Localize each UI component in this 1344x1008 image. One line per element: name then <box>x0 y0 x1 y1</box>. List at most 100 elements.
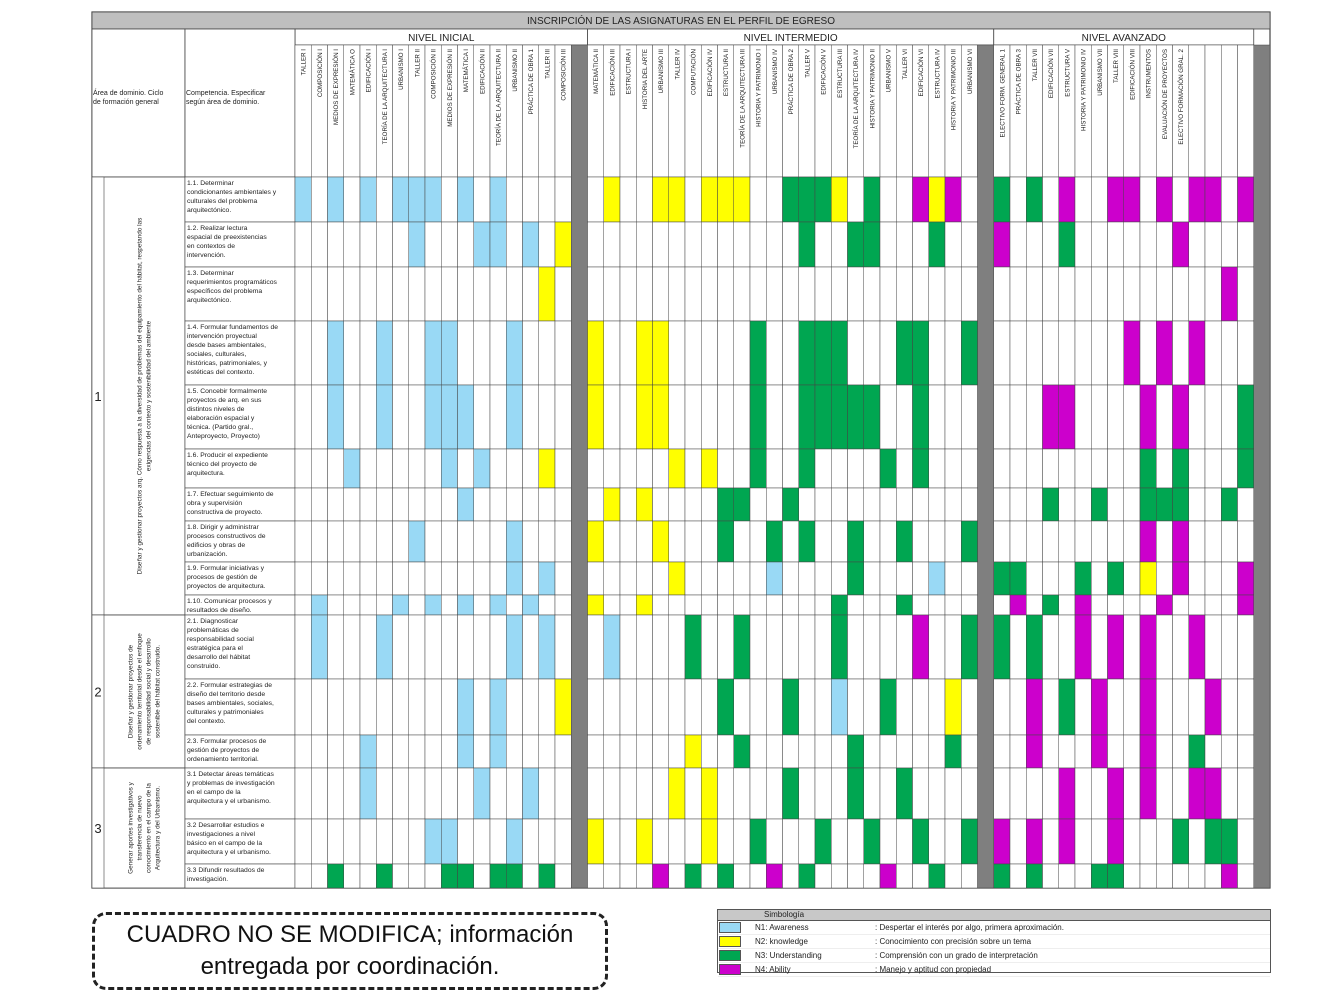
matrix-cell <box>847 767 864 820</box>
matrix-cell <box>1123 176 1141 223</box>
matrix-cell <box>733 678 751 736</box>
matrix-cell <box>457 266 474 322</box>
matrix-cell <box>538 767 556 820</box>
matrix-cell <box>749 487 767 522</box>
matrix-cell <box>587 384 604 450</box>
matrix-cell <box>896 678 913 736</box>
matrix-cell <box>961 320 978 386</box>
matrix-cell <box>1139 320 1157 386</box>
matrix-cell <box>701 320 718 386</box>
matrix-cell <box>1058 678 1076 736</box>
matrix-cell <box>636 320 653 386</box>
matrix-cell <box>392 818 409 865</box>
subject-label: EDIFICACIÓN V <box>821 48 828 95</box>
matrix-cell <box>847 863 864 889</box>
subject-label: TALLER V <box>804 48 811 78</box>
matrix-cell <box>701 520 718 563</box>
matrix-cell <box>554 176 572 223</box>
matrix-cell <box>701 767 718 820</box>
matrix-cell <box>1237 487 1254 522</box>
matrix-cell <box>489 818 507 865</box>
matrix-cell <box>441 384 458 450</box>
subject-label: ESTRUCTURA II <box>723 49 730 96</box>
matrix-cell <box>993 594 1011 616</box>
matrix-cell <box>294 614 312 680</box>
subject-label: PRÁCTICA DE OBRA 2 <box>788 48 795 114</box>
matrix-cell <box>1123 594 1141 616</box>
matrix-cell <box>1009 614 1027 680</box>
matrix-cell <box>1156 448 1173 489</box>
matrix-cell <box>814 863 832 889</box>
matrix-cell <box>863 176 881 223</box>
matrix-cell <box>993 320 1011 386</box>
matrix-cell <box>1107 678 1124 736</box>
matrix-cell <box>928 520 946 563</box>
matrix-cell <box>944 863 962 889</box>
subject-label: TALLER I <box>301 49 308 76</box>
matrix-cell <box>896 221 913 268</box>
matrix-cell <box>1123 767 1141 820</box>
matrix-cell <box>912 487 929 522</box>
matrix-cell <box>522 863 539 889</box>
matrix-cell <box>538 561 556 596</box>
matrix-cell <box>538 818 556 865</box>
matrix-cell <box>441 320 458 386</box>
matrix-cell <box>766 818 783 865</box>
matrix-cell <box>1188 520 1206 563</box>
matrix-cell <box>554 678 572 736</box>
matrix-cell <box>668 818 686 865</box>
matrix-cell <box>701 818 718 865</box>
competence-text: 2.2. Formular estrategias de diseño del t… <box>187 682 274 725</box>
matrix-cell <box>863 767 881 820</box>
matrix-cell <box>554 818 572 865</box>
competence-cell <box>184 320 296 386</box>
matrix-cell <box>798 320 816 386</box>
matrix-cell <box>1172 767 1189 820</box>
subject-label: URBANISMO VII <box>1097 49 1104 96</box>
matrix-cell <box>1042 320 1059 386</box>
matrix-cell <box>392 520 409 563</box>
matrix-cell <box>1074 520 1092 563</box>
matrix-cell <box>1172 561 1189 596</box>
matrix-cell <box>311 594 328 616</box>
matrix-cell <box>457 594 474 616</box>
level-separator-column <box>1253 44 1271 889</box>
matrix-cell <box>879 863 897 889</box>
matrix-cell <box>701 561 718 596</box>
matrix-cell <box>294 734 312 769</box>
matrix-cell <box>603 678 621 736</box>
matrix-cell <box>1172 221 1189 268</box>
matrix-cell <box>1009 221 1027 268</box>
matrix-cell <box>359 448 377 489</box>
matrix-cell <box>1107 448 1124 489</box>
matrix-cell <box>522 176 539 223</box>
matrix-cell <box>896 448 913 489</box>
matrix-cell <box>912 520 929 563</box>
matrix-cell <box>489 614 507 680</box>
matrix-cell <box>538 520 556 563</box>
matrix-cell <box>311 448 328 489</box>
matrix-cell <box>652 863 669 889</box>
matrix-cell <box>831 176 848 223</box>
matrix-cell <box>668 594 686 616</box>
matrix-cell <box>847 266 864 322</box>
matrix-cell <box>1204 520 1222 563</box>
matrix-cell <box>684 384 702 450</box>
matrix-cell <box>554 320 572 386</box>
matrix-cell <box>1139 176 1157 223</box>
matrix-cell <box>311 520 328 563</box>
matrix-cell <box>961 734 978 769</box>
matrix-cell <box>701 734 718 769</box>
matrix-cell <box>522 767 539 820</box>
matrix-cell <box>587 487 604 522</box>
matrix-cell <box>749 320 767 386</box>
matrix-cell <box>1221 614 1238 680</box>
matrix-cell <box>1091 221 1108 268</box>
matrix-cell <box>1188 487 1206 522</box>
matrix-cell <box>408 594 426 616</box>
matrix-cell <box>1074 818 1092 865</box>
matrix-cell <box>912 863 929 889</box>
matrix-cell <box>489 863 507 889</box>
matrix-cell <box>782 384 799 450</box>
matrix-cell <box>814 594 832 616</box>
